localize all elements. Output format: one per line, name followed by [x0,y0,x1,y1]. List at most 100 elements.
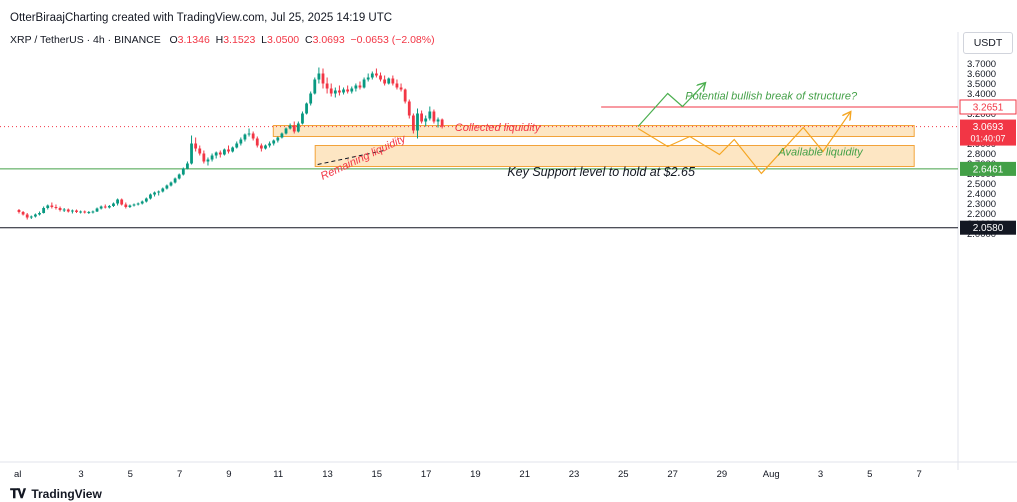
candle-body [21,212,25,215]
candle-body [194,143,198,149]
y-tick-label: 3.2000 [967,109,996,120]
price-label: 2.0580 [973,223,1004,234]
candle-body [87,212,91,213]
x-tick-label: 13 [322,469,333,480]
candle-body [210,155,214,160]
candle-body [50,205,54,207]
y-tick-label: 3.7000 [967,59,996,70]
ohlc-close: 3.0693 [312,34,345,46]
candle-body [202,153,206,162]
candle-body [107,206,111,208]
candle-body [66,209,70,212]
candle-body [120,199,124,205]
candle-body [140,201,144,204]
y-tick-label: 2.2000 [967,209,996,220]
candle-body [259,145,263,149]
x-tick-label: 19 [470,469,481,480]
candle-body [46,205,50,208]
candle-body [387,78,391,84]
candle-body [239,139,243,144]
candle-body [428,111,432,119]
x-tick-label: al [14,469,21,480]
candle-body [70,210,74,212]
candle-body [333,90,337,94]
y-tick-label: 3.5000 [967,79,996,90]
candle-body [424,118,428,122]
tradingview-brand[interactable]: 𝐓𝐕 TradingView [10,486,102,502]
candle-body [284,128,288,134]
x-tick-label: 23 [569,469,580,480]
candle-body [128,205,132,207]
candle-body [144,198,148,202]
candle-body [153,192,156,195]
price-label-box [960,161,1016,176]
y-tick-label: 3.4000 [967,89,996,100]
candle-body [247,133,251,135]
price-label-box [959,99,1017,115]
y-tick-label: 2.5000 [967,179,996,190]
candle-body [34,214,37,217]
candle-body [411,115,415,131]
x-tick-label: 7 [177,469,182,480]
candle-body [420,113,423,122]
x-tick-label: 17 [421,469,432,480]
candle-body [165,185,169,189]
candle-body [296,123,300,132]
candle-body [79,211,83,213]
candle-body [354,85,358,89]
candle-body [223,149,226,155]
x-tick-label: Aug [763,469,780,480]
currency-button[interactable]: USDT [963,32,1013,54]
collected-liquidity-label: Collected liquidity [455,122,542,134]
brand-text: TradingView [31,487,102,501]
collected-liquidity-zone [272,125,915,137]
candle-body [25,214,29,218]
candle-body [342,89,345,93]
candle-body [280,133,284,138]
y-tick-label: 2.4000 [967,189,996,200]
candle-body [54,207,58,208]
candle-body [243,134,247,140]
candle-body [309,93,313,104]
tradingview-logo-icon: 𝐓𝐕 [10,486,26,501]
candle-body [305,103,308,114]
symbol-name[interactable]: XRP / TetherUS · 4h · BINANCE [10,34,161,46]
candle-body [177,174,181,179]
candle-body [346,89,350,92]
candle-body [416,113,419,131]
candle-body [276,137,280,141]
candle-body [288,125,292,129]
candle-body [436,119,440,122]
candle-body [136,203,140,205]
candle-body [251,133,255,139]
candle-body [313,79,317,94]
candle-body [255,138,259,146]
y-tick-label: 3.6000 [967,69,996,80]
candle-body [272,140,276,144]
ohlc-high: 3.1523 [223,34,256,46]
candle-body [190,143,193,164]
candle-body [58,208,62,210]
candle-body [317,73,321,80]
candle-body [231,147,235,152]
available-liquidity-label: Available liquidity [777,147,864,159]
y-tick-label: 2.8000 [967,149,996,160]
candle-body [329,88,333,94]
candle-body [91,211,95,213]
ohlc-open: 3.1346 [177,34,210,46]
candle-body [95,208,99,212]
remaining-liquidity-dashed-line [317,150,385,165]
x-tick-label: 25 [618,469,629,480]
y-tick-label: 2.3000 [967,199,996,210]
candle-body [395,83,399,88]
candle-body [432,111,436,122]
price-label-box [960,220,1016,235]
price-label: 3.2651 [973,102,1004,113]
bullish-break-label: Potential bullish break of structure? [685,91,858,103]
candle-body [38,213,41,215]
candle-body [370,73,374,78]
candle-body [173,178,177,183]
candle-body [338,90,341,93]
candle-body [17,210,21,212]
